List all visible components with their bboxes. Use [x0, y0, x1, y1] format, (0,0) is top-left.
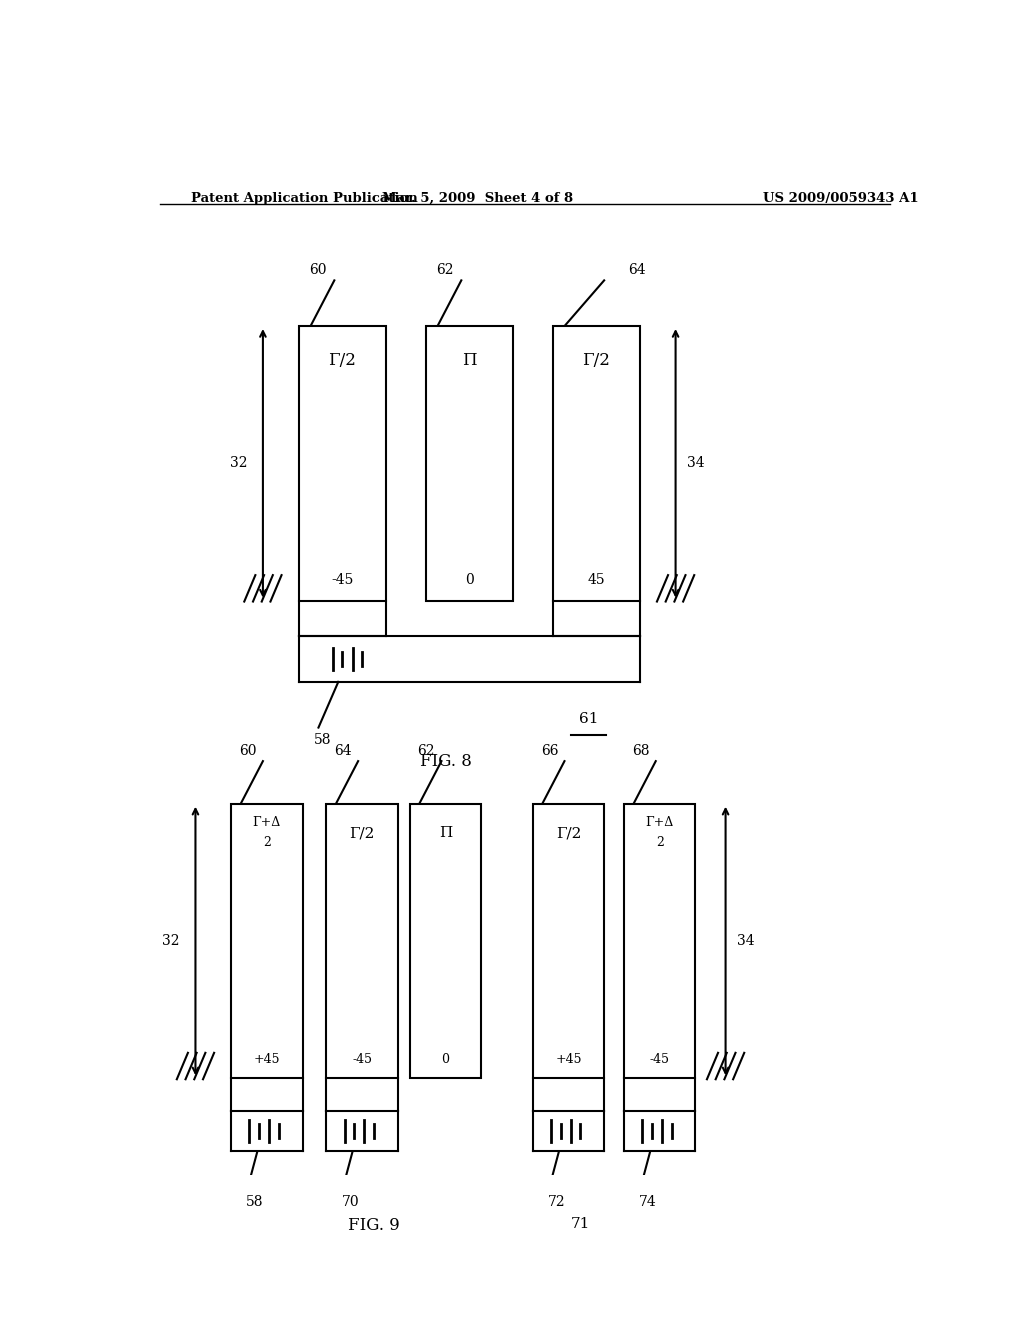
- Text: Γ/2: Γ/2: [583, 351, 610, 368]
- Text: 61: 61: [579, 713, 598, 726]
- Text: -45: -45: [331, 573, 353, 587]
- Text: 2: 2: [655, 837, 664, 849]
- Text: Π: Π: [439, 826, 452, 840]
- Text: 34: 34: [687, 457, 706, 470]
- Text: 64: 64: [334, 744, 352, 758]
- Bar: [553, 326, 640, 601]
- Bar: [426, 326, 513, 601]
- Text: 32: 32: [162, 935, 179, 948]
- Text: 2: 2: [263, 837, 270, 849]
- Text: 34: 34: [737, 935, 755, 948]
- Text: +45: +45: [254, 1053, 281, 1067]
- Text: +45: +45: [555, 1053, 582, 1067]
- Text: Γ+Δ: Γ+Δ: [645, 816, 674, 829]
- Text: 70: 70: [341, 1195, 359, 1209]
- Text: 58: 58: [313, 733, 331, 747]
- Text: 66: 66: [541, 744, 558, 758]
- Text: 32: 32: [229, 457, 247, 470]
- Text: Γ+Δ: Γ+Δ: [253, 816, 281, 829]
- Text: -45: -45: [352, 1053, 372, 1067]
- Text: Patent Application Publication: Patent Application Publication: [191, 191, 418, 205]
- Text: 60: 60: [239, 744, 257, 758]
- Text: 68: 68: [632, 744, 649, 758]
- Text: 74: 74: [639, 1195, 656, 1209]
- Bar: [299, 326, 386, 601]
- Text: 64: 64: [628, 263, 645, 277]
- Text: US 2009/0059343 A1: US 2009/0059343 A1: [763, 191, 919, 205]
- Text: 62: 62: [418, 744, 435, 758]
- Text: 0: 0: [441, 1053, 450, 1067]
- Text: 60: 60: [309, 263, 327, 277]
- Text: FIG. 9: FIG. 9: [348, 1217, 400, 1234]
- Bar: [231, 804, 303, 1078]
- Bar: [532, 804, 604, 1078]
- Text: -45: -45: [649, 1053, 670, 1067]
- Text: 0: 0: [465, 573, 474, 587]
- Text: Γ/2: Γ/2: [556, 826, 582, 840]
- Text: 62: 62: [436, 263, 454, 277]
- Bar: [410, 804, 481, 1078]
- Text: Γ/2: Γ/2: [329, 351, 356, 368]
- Bar: [327, 804, 397, 1078]
- Text: Π: Π: [462, 351, 476, 368]
- Bar: [624, 804, 695, 1078]
- Text: 71: 71: [570, 1217, 590, 1232]
- Text: 72: 72: [548, 1195, 565, 1209]
- Text: Mar. 5, 2009  Sheet 4 of 8: Mar. 5, 2009 Sheet 4 of 8: [382, 191, 572, 205]
- Text: 45: 45: [588, 573, 605, 587]
- Text: FIG. 8: FIG. 8: [420, 752, 471, 770]
- Text: Γ/2: Γ/2: [349, 826, 375, 840]
- Text: 58: 58: [246, 1195, 264, 1209]
